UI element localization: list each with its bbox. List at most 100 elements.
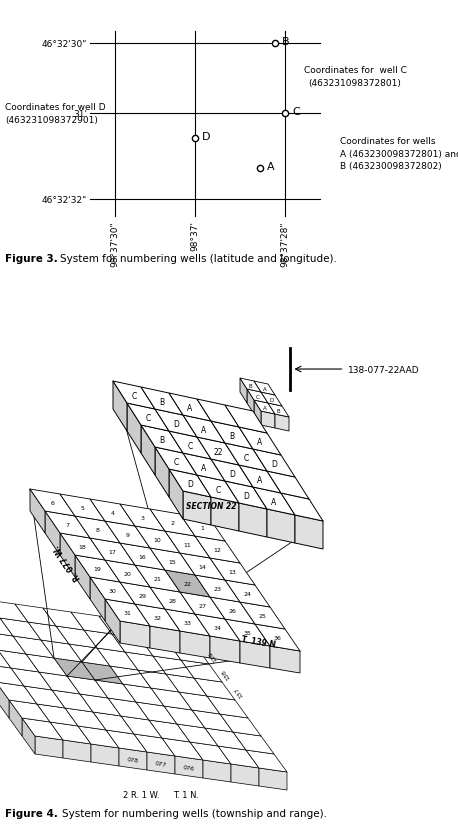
Text: B: B: [249, 383, 252, 388]
Text: 1: 1: [201, 525, 204, 530]
Text: C: C: [215, 485, 221, 494]
Polygon shape: [179, 692, 220, 714]
Text: 31: 31: [124, 610, 131, 615]
Text: C: C: [243, 453, 249, 462]
Polygon shape: [45, 512, 90, 538]
Polygon shape: [120, 504, 165, 532]
Text: D: D: [229, 469, 235, 478]
Polygon shape: [0, 632, 26, 655]
Polygon shape: [90, 499, 135, 527]
Polygon shape: [267, 509, 295, 543]
Text: 139: 139: [207, 649, 218, 661]
Polygon shape: [254, 400, 275, 415]
Polygon shape: [195, 575, 240, 602]
Text: 15: 15: [169, 559, 176, 564]
Text: 21: 21: [153, 576, 161, 581]
Polygon shape: [231, 764, 259, 786]
Polygon shape: [63, 740, 91, 762]
Polygon shape: [113, 381, 127, 431]
Polygon shape: [119, 748, 147, 770]
Polygon shape: [9, 701, 50, 722]
Text: 98°37'30": 98°37'30": [110, 221, 120, 267]
Polygon shape: [220, 714, 261, 737]
Polygon shape: [240, 602, 285, 630]
Text: 2: 2: [170, 520, 174, 525]
Polygon shape: [0, 682, 9, 718]
Text: 3: 3: [141, 516, 145, 520]
Polygon shape: [140, 638, 181, 660]
Polygon shape: [121, 716, 162, 738]
Polygon shape: [169, 394, 211, 421]
Polygon shape: [261, 411, 275, 429]
Text: Figure 3.: Figure 3.: [5, 253, 58, 263]
Polygon shape: [75, 555, 90, 599]
Polygon shape: [134, 734, 175, 756]
Text: 17: 17: [109, 549, 116, 554]
Text: System for numbering wells (township and range).: System for numbering wells (township and…: [62, 808, 327, 818]
Text: 9: 9: [125, 533, 130, 538]
Polygon shape: [165, 532, 210, 558]
Polygon shape: [0, 600, 28, 622]
Polygon shape: [26, 655, 67, 676]
Text: A: A: [262, 386, 267, 391]
Polygon shape: [169, 431, 211, 460]
Polygon shape: [255, 624, 300, 651]
Polygon shape: [155, 410, 197, 437]
Text: C: C: [256, 394, 259, 399]
Polygon shape: [69, 645, 110, 666]
Polygon shape: [153, 656, 194, 678]
Polygon shape: [67, 676, 108, 698]
Polygon shape: [270, 646, 300, 673]
Text: Figure 4.: Figure 4.: [5, 808, 58, 818]
Polygon shape: [247, 390, 268, 404]
Text: 23: 23: [213, 586, 222, 591]
Text: 137: 137: [234, 685, 244, 697]
Polygon shape: [175, 756, 203, 778]
Text: 14: 14: [199, 564, 207, 569]
Polygon shape: [192, 710, 233, 732]
Polygon shape: [239, 427, 281, 456]
Polygon shape: [52, 691, 93, 712]
Text: B: B: [277, 408, 280, 413]
Polygon shape: [45, 512, 60, 555]
Polygon shape: [28, 622, 69, 645]
Polygon shape: [30, 489, 45, 533]
Text: 32: 32: [153, 615, 162, 620]
Text: D: D: [202, 132, 211, 142]
Polygon shape: [105, 522, 150, 548]
Polygon shape: [254, 400, 261, 426]
Text: 24: 24: [244, 591, 251, 596]
Text: A: A: [187, 403, 193, 412]
Polygon shape: [0, 614, 13, 636]
Polygon shape: [165, 570, 210, 597]
Polygon shape: [97, 648, 138, 670]
Text: B: B: [159, 435, 164, 444]
Polygon shape: [106, 730, 147, 752]
Polygon shape: [135, 604, 180, 631]
Polygon shape: [183, 453, 225, 482]
Polygon shape: [80, 694, 121, 716]
Text: 138: 138: [220, 667, 231, 680]
Polygon shape: [95, 681, 136, 702]
Polygon shape: [247, 390, 254, 415]
Polygon shape: [166, 674, 207, 696]
Polygon shape: [210, 558, 255, 585]
Polygon shape: [240, 379, 261, 393]
Text: 7: 7: [65, 522, 70, 528]
Polygon shape: [253, 487, 295, 516]
Text: 35: 35: [244, 630, 251, 635]
Text: 22: 22: [213, 447, 223, 456]
Text: 077: 077: [155, 760, 167, 767]
Text: 6: 6: [50, 501, 55, 506]
Polygon shape: [253, 450, 295, 477]
Polygon shape: [56, 626, 97, 648]
Polygon shape: [71, 612, 112, 635]
Polygon shape: [60, 533, 75, 578]
Polygon shape: [150, 548, 195, 575]
Polygon shape: [125, 652, 166, 674]
Text: 26: 26: [229, 609, 236, 614]
Polygon shape: [112, 635, 153, 656]
Polygon shape: [295, 516, 323, 549]
Polygon shape: [180, 631, 210, 658]
Polygon shape: [233, 732, 274, 754]
